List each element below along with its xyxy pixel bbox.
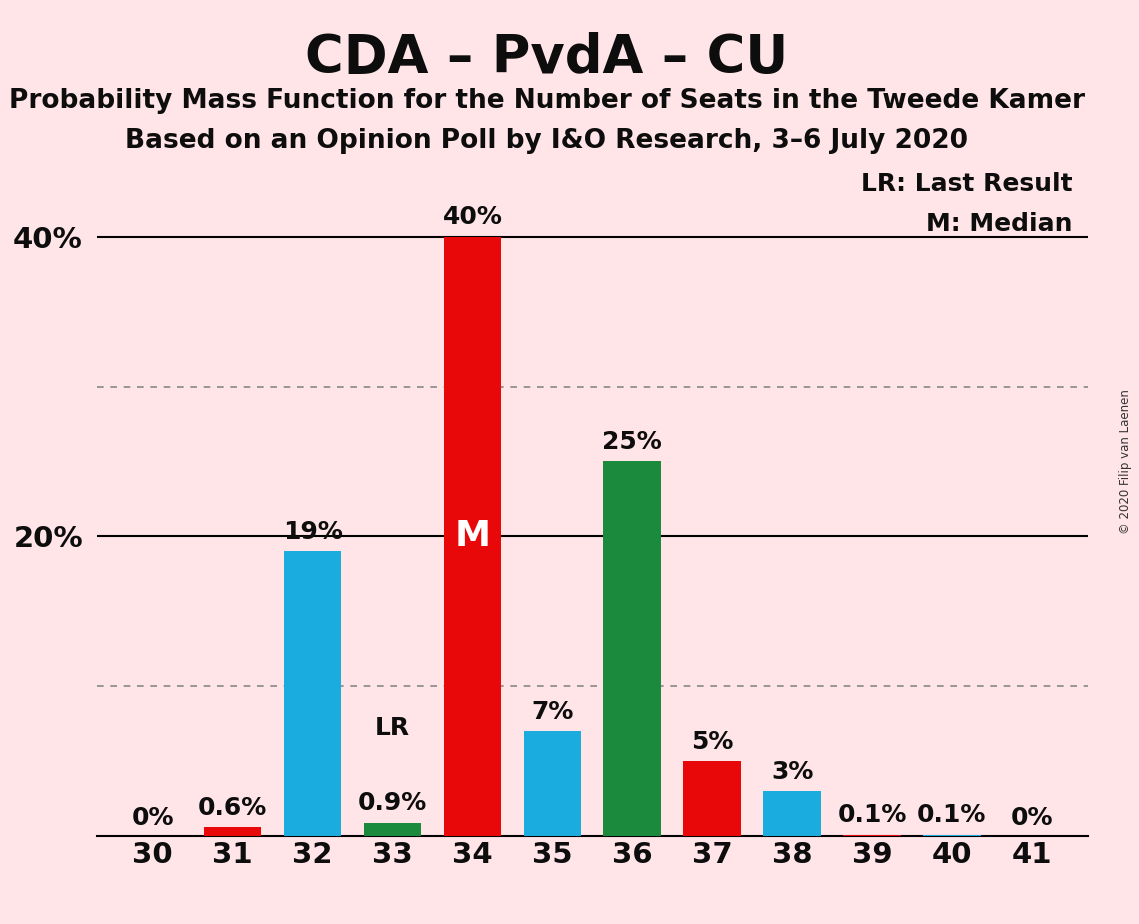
Text: CDA – PvdA – CU: CDA – PvdA – CU [305,32,788,84]
Text: 19%: 19% [282,520,343,544]
Text: 40%: 40% [442,205,502,229]
Text: Probability Mass Function for the Number of Seats in the Tweede Kamer: Probability Mass Function for the Number… [9,88,1084,114]
Text: LR: Last Result: LR: Last Result [861,172,1073,196]
Text: LR: LR [375,716,410,740]
Text: 0%: 0% [1010,807,1054,831]
Bar [363,822,421,836]
Bar [843,834,901,836]
Bar [284,552,342,836]
Text: 7%: 7% [531,699,574,723]
Text: 0%: 0% [131,807,174,831]
Bar [524,731,581,836]
Text: 3%: 3% [771,760,813,784]
Text: M: Median: M: Median [926,213,1073,237]
Bar [763,791,821,836]
Text: 0.9%: 0.9% [358,791,427,815]
Text: 0.1%: 0.1% [917,803,986,827]
Bar [604,461,661,836]
Bar [923,834,981,836]
Text: 0.1%: 0.1% [837,803,907,827]
Text: 5%: 5% [691,730,734,754]
Bar [204,827,262,836]
Bar [683,761,740,836]
Bar [443,237,501,836]
Text: 25%: 25% [603,430,662,454]
Text: © 2020 Filip van Laenen: © 2020 Filip van Laenen [1118,390,1132,534]
Text: M: M [454,519,491,553]
Text: Based on an Opinion Poll by I&O Research, 3–6 July 2020: Based on an Opinion Poll by I&O Research… [125,128,968,153]
Text: 0.6%: 0.6% [198,796,268,820]
